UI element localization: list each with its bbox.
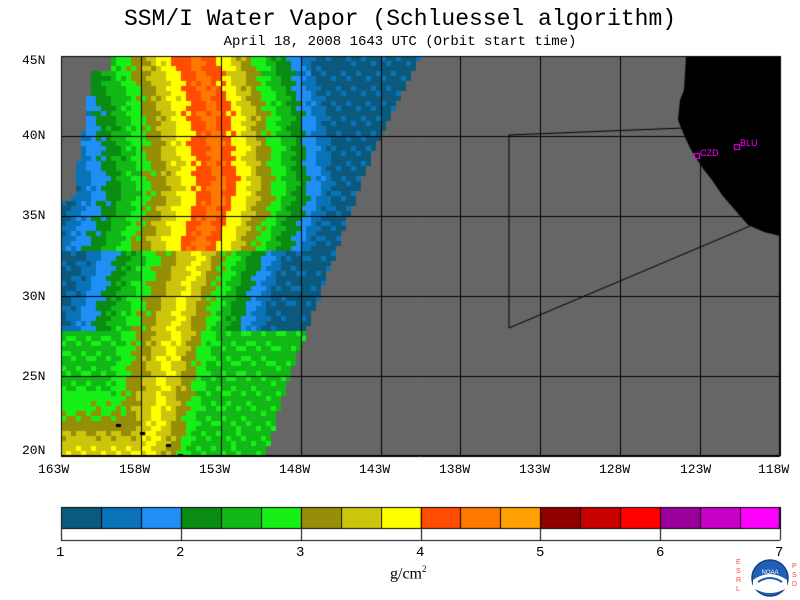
station-label-czd: CZD — [700, 148, 719, 158]
lat-label-40n: 40N — [22, 128, 46, 143]
lon-label-123w: 123W — [680, 462, 712, 477]
noaa-logo: E S R L P S D NOAA — [722, 556, 800, 600]
lon-label-153w: 153W — [199, 462, 231, 477]
lon-label-143w: 143W — [359, 462, 391, 477]
page-title: SSM/I Water Vapor (Schluessel algorithm) — [123, 6, 677, 32]
lon-label-158w: 158W — [119, 462, 151, 477]
lon-label-118w: 118W — [758, 462, 790, 477]
lat-label-25n: 25N — [22, 369, 46, 384]
colorbar-units: g/cm2 — [390, 564, 427, 583]
lon-label-138w: 138W — [439, 462, 471, 477]
colorbar-label-1: 1 — [56, 545, 65, 561]
svg-text:NOAA: NOAA — [761, 570, 778, 576]
colorbar-label-7: 7 — [775, 545, 784, 561]
water-vapor-map — [0, 0, 800, 460]
lat-label-20n: 20N — [22, 443, 46, 458]
lon-label-163w: 163W — [38, 462, 70, 477]
station-label-blu: BLU — [740, 138, 758, 148]
colorbar-label-3: 3 — [296, 545, 305, 561]
lat-label-30n: 30N — [22, 289, 46, 304]
esrl-text: E S R L — [736, 559, 742, 593]
noaa-emblem-icon: NOAA — [751, 559, 789, 597]
page-subtitle: April 18, 2008 1643 UTC (Orbit start tim… — [223, 34, 577, 50]
psd-text: P S D — [792, 563, 798, 588]
lat-label-45n: 45N — [22, 53, 46, 68]
colorbar-label-6: 6 — [656, 545, 665, 561]
colorbar-label-5: 5 — [536, 545, 545, 561]
colorbar-label-4: 4 — [416, 545, 425, 561]
lon-label-148w: 148W — [279, 462, 311, 477]
lat-label-35n: 35N — [22, 208, 46, 223]
lon-label-128w: 128W — [599, 462, 631, 477]
colorbar-label-2: 2 — [176, 545, 185, 561]
lon-label-133w: 133W — [519, 462, 551, 477]
